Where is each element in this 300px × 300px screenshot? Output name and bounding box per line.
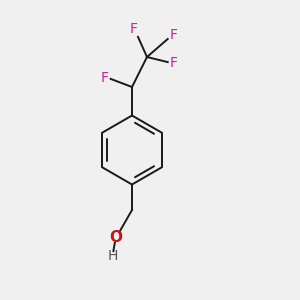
- Text: F: F: [169, 28, 177, 42]
- Text: H: H: [107, 250, 118, 263]
- Text: F: F: [169, 56, 177, 70]
- Text: O: O: [109, 230, 122, 244]
- Text: F: F: [101, 71, 109, 85]
- Text: F: F: [130, 22, 138, 36]
